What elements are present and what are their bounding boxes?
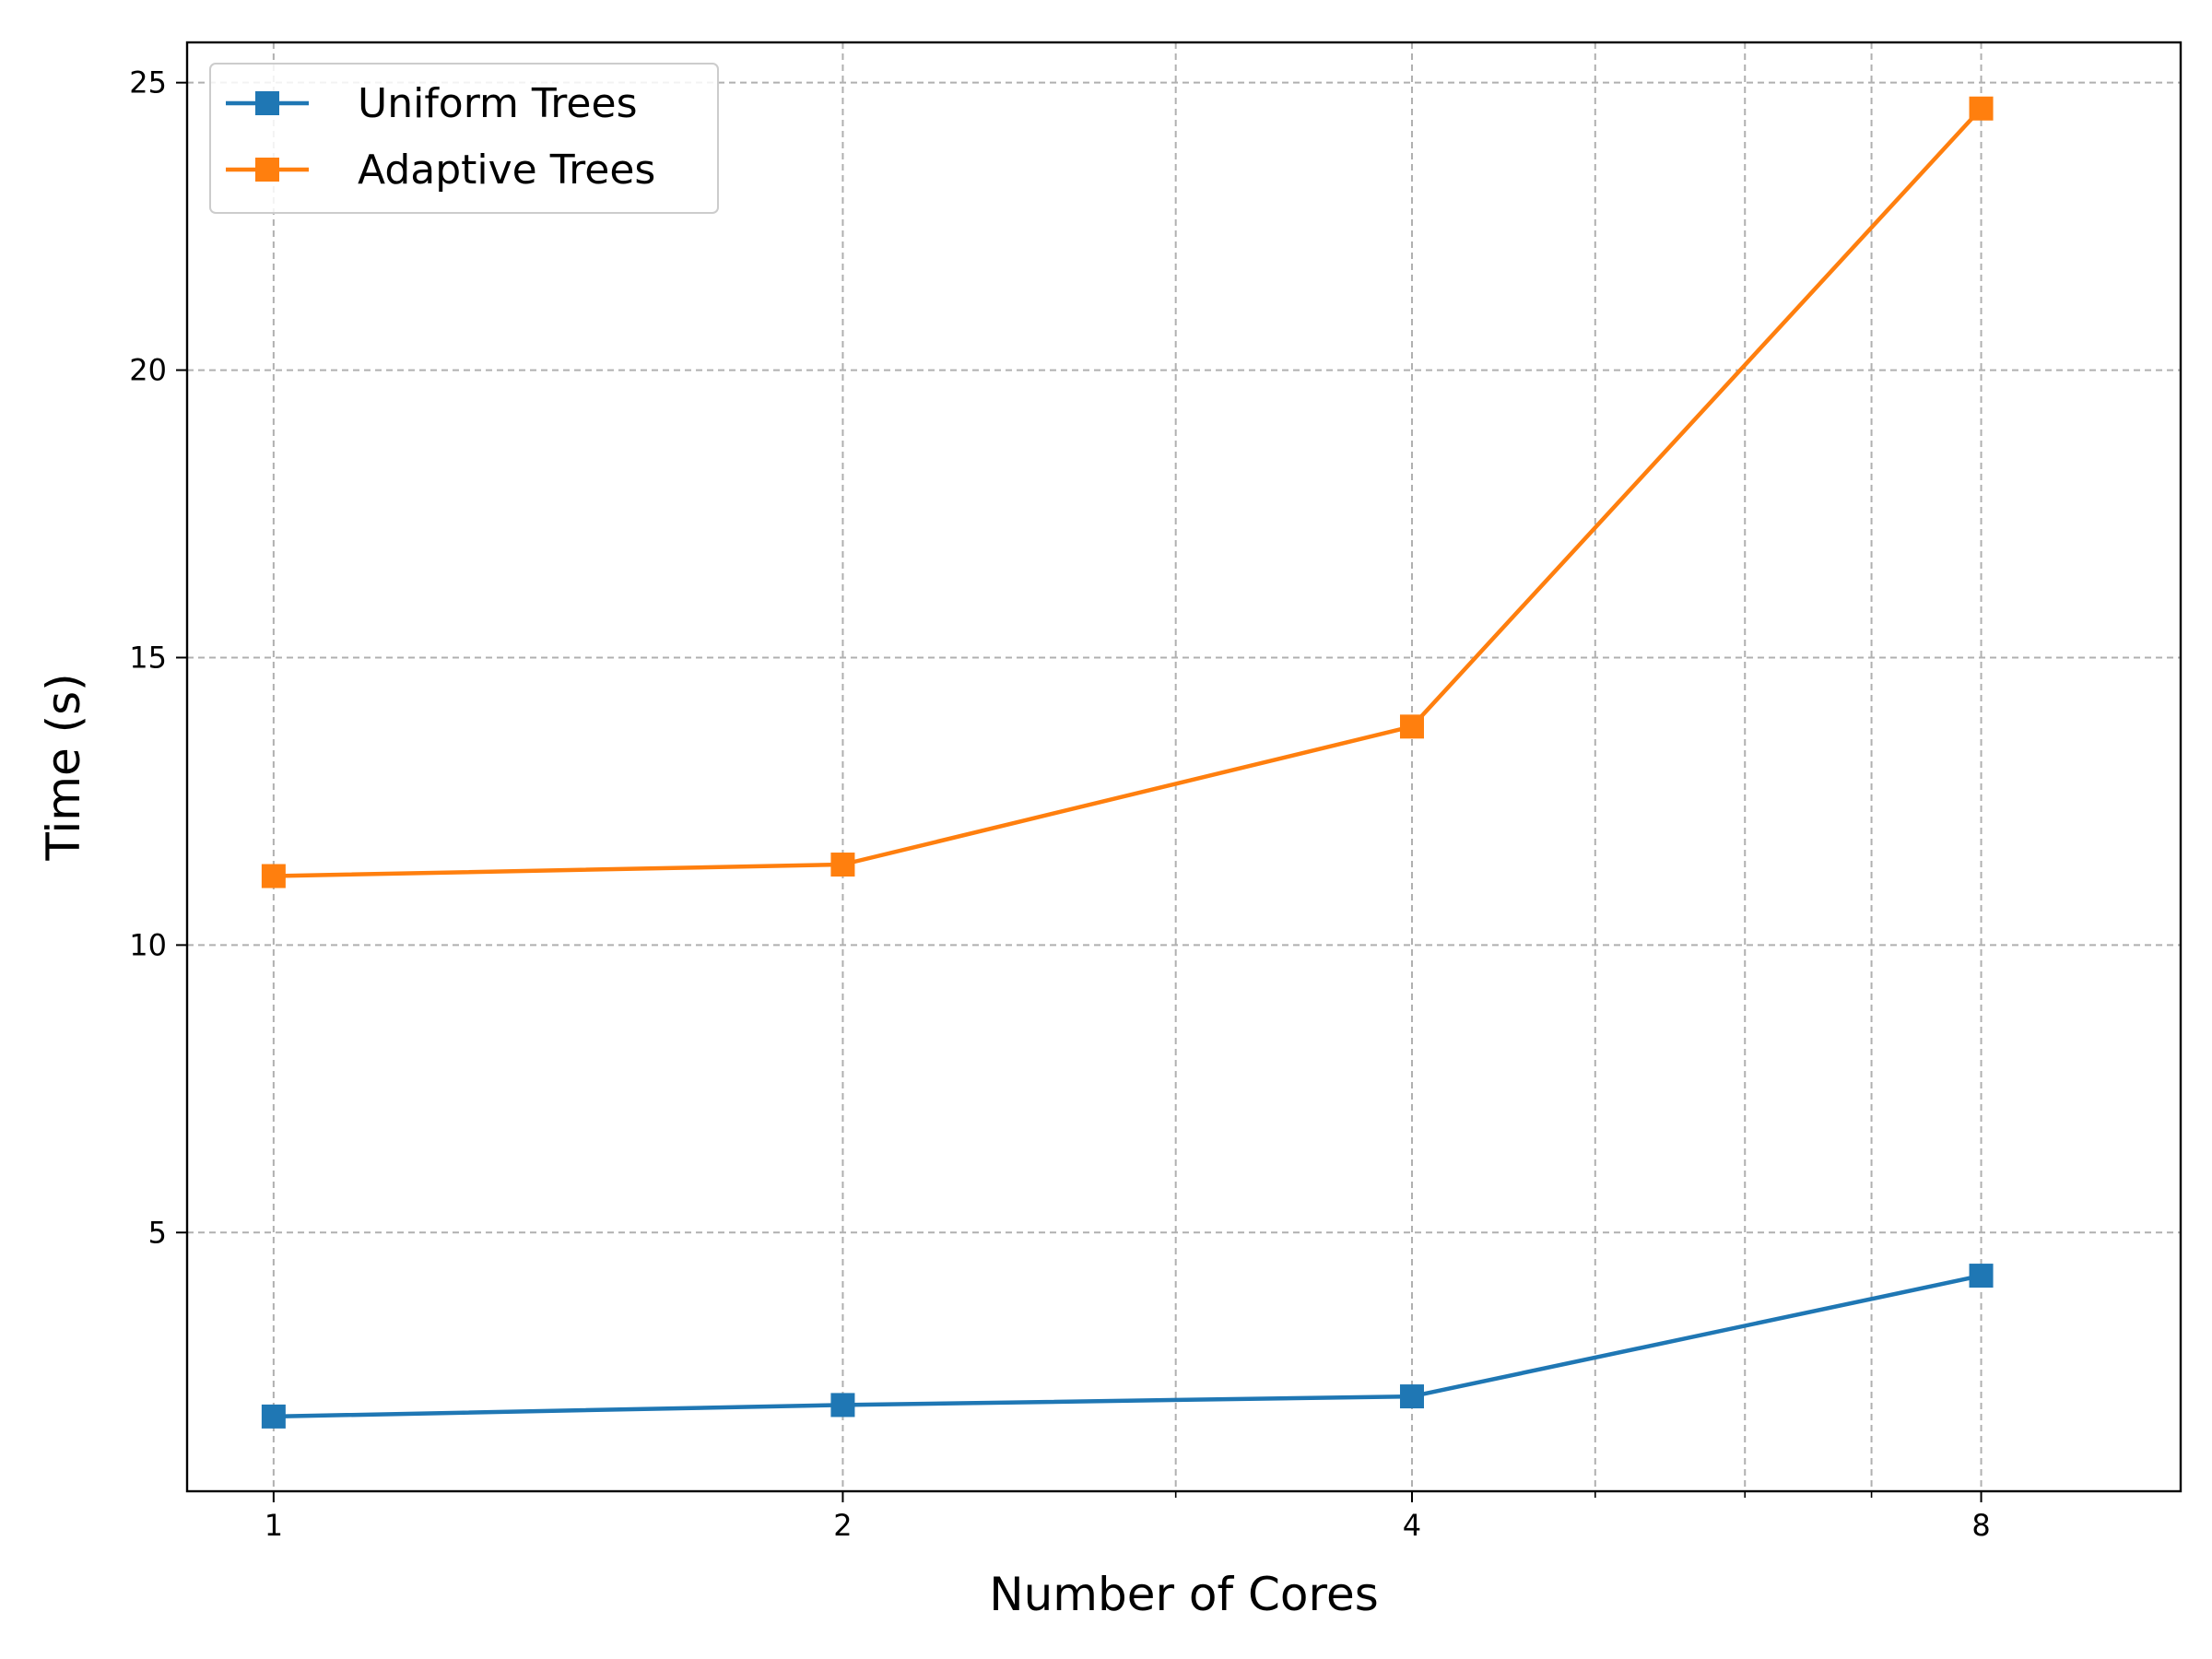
- plot-series: [261, 96, 1994, 1429]
- y-tick-label: 15: [129, 640, 167, 675]
- data-point-marker: [261, 1404, 286, 1429]
- series-line: [273, 1273, 1982, 1419]
- y-axis-label: Time (s): [37, 673, 90, 861]
- x-tick-label: 4: [1403, 1508, 1421, 1543]
- legend-box: [209, 63, 719, 214]
- axis-ticks: 1 2 4 8 5 10 15 20 25: [129, 65, 1990, 1543]
- legend-marker: [255, 91, 279, 115]
- legend: Uniform Trees Adaptive Trees: [209, 63, 719, 214]
- x-tick-label: 2: [833, 1508, 852, 1543]
- grid: [187, 42, 2181, 1491]
- y-tick-label: 10: [129, 927, 167, 962]
- data-point-marker: [1399, 1384, 1424, 1409]
- legend-label: Adaptive Trees: [358, 147, 655, 194]
- data-point-marker: [830, 853, 855, 877]
- data-point-marker: [1969, 96, 1994, 121]
- data-point-marker: [1969, 1264, 1994, 1288]
- legend-label: Uniform Trees: [358, 80, 638, 127]
- series-line: [273, 107, 1983, 878]
- y-tick-label: 20: [129, 353, 167, 388]
- data-point-marker: [830, 1393, 855, 1418]
- y-tick-label: 5: [148, 1215, 167, 1250]
- x-axis-label: Number of Cores: [989, 1568, 1379, 1621]
- data-point-marker: [261, 864, 286, 888]
- x-tick-label: 1: [265, 1508, 283, 1543]
- data-point-marker: [1399, 714, 1424, 739]
- y-tick-label: 25: [129, 65, 167, 100]
- x-tick-label: 8: [1971, 1508, 1990, 1543]
- legend-marker: [255, 158, 279, 182]
- plot-frame: [185, 41, 2183, 1493]
